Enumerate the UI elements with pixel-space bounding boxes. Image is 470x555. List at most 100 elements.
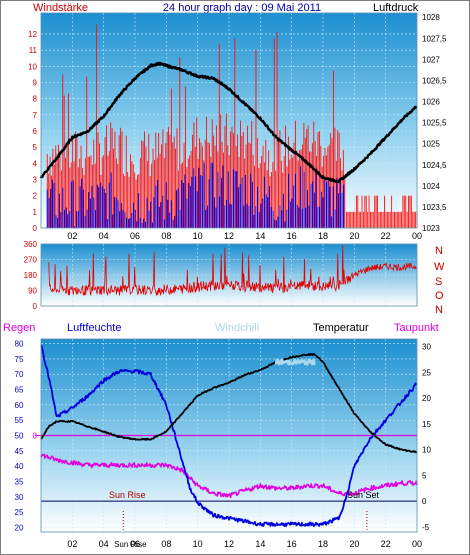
compass-s: S xyxy=(435,276,442,288)
wind-y-tick-label: 2 xyxy=(33,192,38,201)
x-tick-label: 18 xyxy=(318,539,328,549)
regen-label: Regen xyxy=(3,322,35,334)
panel-border xyxy=(40,12,418,229)
x-tick-label: 04 xyxy=(99,539,109,549)
series-lines-layer xyxy=(35,61,418,532)
temp-y-tick-label: -5 xyxy=(422,523,430,532)
x-tick-label: 04 xyxy=(99,231,109,241)
x-tick-label: 22 xyxy=(381,231,391,241)
pressure-y-tick-label: 1024,5 xyxy=(422,161,447,170)
wind-y-tick-label: 1 xyxy=(33,208,38,217)
x-tick-label: 12 xyxy=(224,539,234,549)
wind-y-tick-label: 4 xyxy=(33,159,38,168)
compass-n-top: N xyxy=(435,245,443,257)
humidity-y-tick-label: 60 xyxy=(15,401,24,410)
temp-y-tick-label: 25 xyxy=(422,368,431,377)
pressure-y-tick-label: 1023,5 xyxy=(422,203,447,212)
direction-y-tick-label: 0 xyxy=(33,302,38,311)
wind-y-tick-label: 3 xyxy=(33,176,38,185)
rain-y-tick-label: 0 xyxy=(33,432,38,441)
x-tick-label: 08 xyxy=(161,539,171,549)
humidity-line xyxy=(40,344,418,527)
wind-y-tick-label: 7 xyxy=(33,111,38,120)
wind-y-tick-label: 8 xyxy=(33,95,38,104)
wind-y-tick-label: 5 xyxy=(33,143,38,152)
direction-y-tick-label: 360 xyxy=(24,240,38,249)
direction-y-tick-label: 90 xyxy=(28,287,37,296)
x-tick-label: 02 xyxy=(67,231,77,241)
humidity-y-tick-label: 35 xyxy=(15,477,24,486)
x-tick-label: 14 xyxy=(255,539,265,549)
windchill-line xyxy=(274,358,316,366)
pressure-y-tick-label: 1026,5 xyxy=(422,76,447,85)
wind-y-tick-label: 9 xyxy=(33,79,38,88)
temp-y-tick-label: 20 xyxy=(422,394,431,403)
sun-set-label: Sun Set xyxy=(347,490,380,500)
x-tick-label: 10 xyxy=(193,539,203,549)
x-tick-label: 18 xyxy=(318,231,328,241)
humidity-y-tick-label: 25 xyxy=(15,508,24,517)
direction-y-tick-label: 180 xyxy=(24,271,38,280)
humidity-y-tick-label: 50 xyxy=(15,432,24,441)
pressure-y-tick-label: 1028 xyxy=(422,13,440,22)
chart-title: 24 hour graph day : 09 Mai 2011 xyxy=(163,2,321,14)
dewpoint-line xyxy=(40,453,418,499)
temperature-line xyxy=(40,352,418,454)
humidity-y-tick-label: 75 xyxy=(15,355,24,364)
compass-o: O xyxy=(435,290,444,302)
x-tick-label: 02 xyxy=(67,539,77,549)
humidity-y-tick-label: 55 xyxy=(15,416,24,425)
x-tick-label: 14 xyxy=(255,231,265,241)
compass-w: W xyxy=(434,261,445,273)
x-tick-label: 00 xyxy=(412,539,422,549)
luftfeuchte-label: Luftfeuchte xyxy=(67,322,121,334)
pressure-y-tick-label: 1027 xyxy=(422,55,440,64)
wind-y-tick-label: 11 xyxy=(29,46,38,55)
x-tick-label: 20 xyxy=(349,231,359,241)
humidity-y-tick-label: 20 xyxy=(15,523,24,532)
wind-y-tick-label: 6 xyxy=(33,127,38,136)
humidity-y-tick-label: 70 xyxy=(15,370,24,379)
x-tick-label: 20 xyxy=(349,539,359,549)
direction-line xyxy=(48,245,417,297)
pressure-y-tick-label: 1027,5 xyxy=(422,34,447,43)
temp-y-tick-label: 30 xyxy=(422,343,431,352)
humidity-y-tick-label: 30 xyxy=(15,493,24,502)
temp-y-tick-label: 0 xyxy=(422,497,427,506)
x-tick-label: 16 xyxy=(287,231,297,241)
taupunkt-label: Taupunkt xyxy=(394,322,439,334)
temp-y-tick-label: 10 xyxy=(422,446,431,455)
x-tick-label: 10 xyxy=(193,231,203,241)
pressure-y-tick-label: 1023 xyxy=(422,224,440,233)
wind-bars-layer xyxy=(46,24,418,228)
humidity-y-tick-label: 65 xyxy=(15,386,24,395)
x-tick-label: 16 xyxy=(287,539,297,549)
wind-y-tick-label: 10 xyxy=(28,62,37,71)
pressure-y-tick-label: 1025 xyxy=(422,140,440,149)
windchill-label: Windchill xyxy=(215,322,259,334)
windstaerke-title: Windstärke xyxy=(33,2,88,14)
humidity-y-tick-label: 45 xyxy=(15,447,24,456)
pressure-line xyxy=(39,61,418,184)
pressure-y-tick-label: 1024 xyxy=(422,182,440,191)
x-tick-label: 22 xyxy=(381,539,391,549)
x-tick-label: 06 xyxy=(130,539,140,549)
compass-n-bottom: N xyxy=(435,304,443,316)
x-tick-label: 12 xyxy=(224,231,234,241)
x-tick-label: 08 xyxy=(161,231,171,241)
direction-y-tick-label: 270 xyxy=(24,256,38,265)
wind-y-tick-label: 12 xyxy=(28,30,37,39)
humidity-y-tick-label: 40 xyxy=(15,462,24,471)
wind-y-tick-label: 0 xyxy=(33,224,38,233)
pressure-y-tick-label: 1025,5 xyxy=(422,119,447,128)
panel-border xyxy=(40,243,418,307)
temp-y-tick-label: 5 xyxy=(422,471,427,480)
humidity-y-tick-label: 80 xyxy=(15,340,24,349)
pressure-y-tick-label: 1026 xyxy=(422,98,440,107)
sun-rise-label: Sun Rise xyxy=(109,490,146,500)
temp-y-tick-label: 15 xyxy=(422,420,431,429)
x-tick-label: 06 xyxy=(130,231,140,241)
